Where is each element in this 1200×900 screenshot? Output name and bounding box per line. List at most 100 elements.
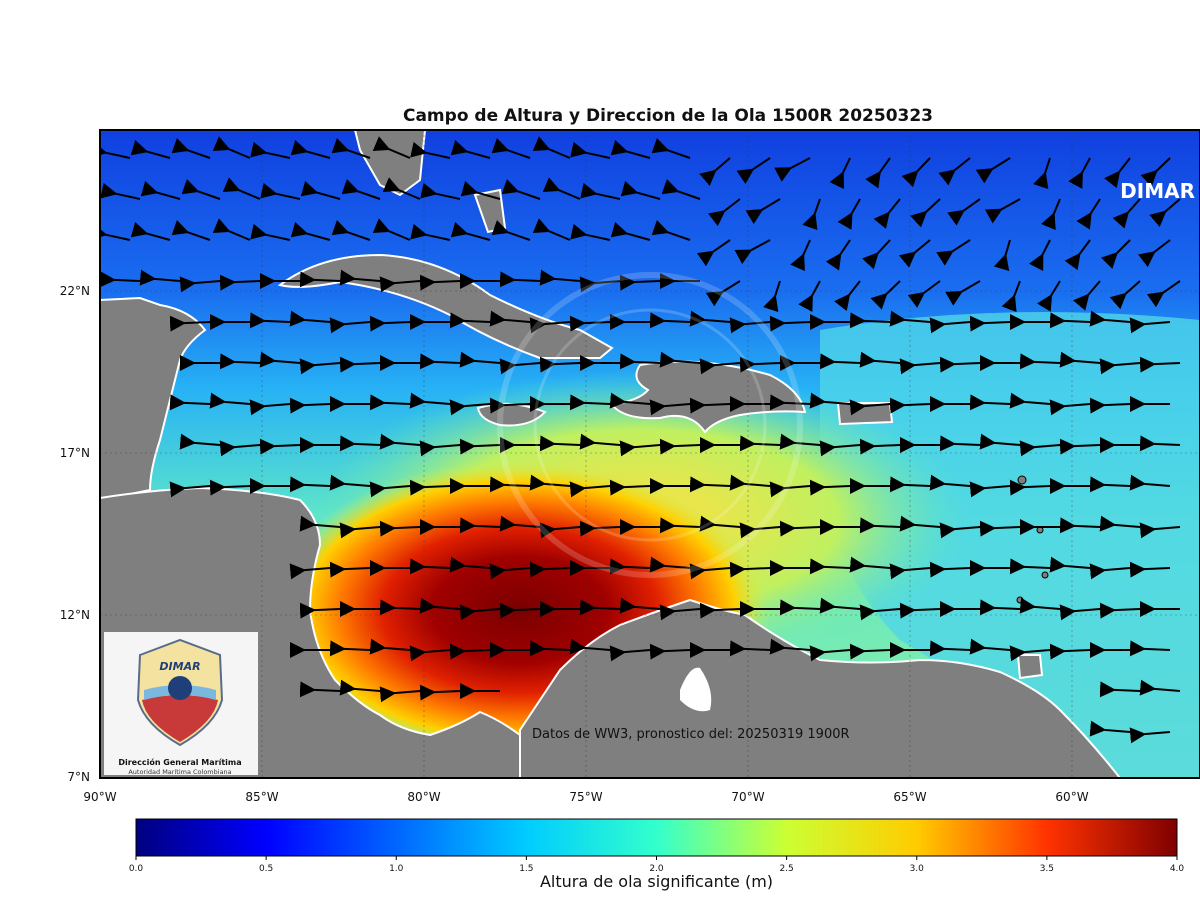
wave-arrow [649,312,691,329]
wave-arrow [798,280,821,312]
wave-arrow [169,481,211,498]
lon-tick: 70°W [731,790,764,804]
wave-arrow [947,198,981,226]
colorbar-gradient [135,818,1178,857]
wave-arrow [169,394,211,411]
wave-arrow [339,679,381,696]
wave-arrow [619,440,661,457]
wave-arrow [219,274,261,291]
wave-arrow [1019,597,1061,614]
wave-arrow [212,218,251,241]
plot-area: DIMAR Datos de WW3, pronostico del: 2025… [100,130,1200,778]
wave-arrow [1040,198,1061,231]
wave-arrow [499,271,541,288]
wave-arrow [1049,399,1091,416]
wave-arrow [969,315,1011,332]
wave-arrow [459,438,501,455]
wave-arrow [542,177,581,200]
wave-arrow [532,218,571,241]
wave-arrow [379,433,421,450]
wave-arrow [410,223,451,241]
wave-arrow [859,438,901,455]
lake [680,667,712,712]
wave-arrow [929,640,971,657]
wave-arrow [409,645,451,662]
wave-arrow [100,182,141,200]
wave-arrow [620,180,661,200]
wave-arrow [1129,474,1171,491]
wave-arrow [529,640,571,657]
lon-tick: 60°W [1055,790,1088,804]
wave-arrow [837,198,861,230]
wave-arrow [499,602,541,619]
wave-arrow [1064,239,1091,271]
wave-arrow [809,645,851,662]
wave-arrow [250,141,291,159]
wave-arrow [649,643,691,660]
wave-arrow [179,433,221,450]
wave-arrow [819,597,861,614]
wave-arrow [1099,602,1141,619]
lon-tick: 90°W [83,790,116,804]
wave-arrow [938,157,971,186]
wave-arrow [539,522,581,539]
wave-arrow [209,392,251,409]
wave-arrow [859,517,901,534]
wave-arrow [1073,280,1101,311]
wave-arrow [139,269,181,286]
wave-arrow [829,157,851,190]
wave-arrow [696,239,731,267]
wave-arrow [449,312,491,329]
wave-arrow [459,351,501,368]
wave-arrow [569,394,611,411]
wave-arrow [171,220,211,241]
wave-arrow [649,556,691,573]
wave-arrow [889,563,931,580]
wave-arrow [419,597,461,614]
wave-arrow [580,182,621,200]
wave-arrow [1059,604,1101,621]
wave-arrow [610,139,651,159]
wave-arrow [409,558,451,575]
wave-arrow [901,157,931,188]
wave-arrow [929,474,971,491]
wave-arrow [1140,157,1171,187]
wave-arrow [1089,720,1131,737]
wave-arrow [579,599,621,616]
wave-arrow [290,139,331,159]
wave-arrow [929,317,971,334]
wave-arrow [865,157,891,189]
wave-arrow [699,358,741,375]
wave-arrow [969,481,1011,498]
wave-arrow [299,681,341,698]
wave-arrow [729,474,771,491]
wave-arrow [569,638,611,655]
wave-arrow [610,221,651,241]
wave-arrow [659,351,701,368]
wave-arrow [459,517,501,534]
wave-arrow [249,312,291,329]
wave-arrow [619,597,661,614]
wave-arrow [1139,356,1181,373]
wave-arrow [169,315,211,332]
wave-arrow [769,638,811,655]
wave-arrow [579,520,621,537]
wave-arrow [299,358,341,375]
wave-arrow [870,280,901,310]
map-title: Campo de Altura y Direccion de la Ola 15… [402,106,934,126]
wave-arrow [619,353,661,370]
wave-arrow [250,223,291,241]
wave-arrow [130,139,171,159]
wave-arrow [779,433,821,450]
wave-arrow [339,435,381,452]
wave-arrow [898,239,931,268]
wave-arrow [969,638,1011,655]
wave-arrow [1101,239,1131,269]
lon-tick: 85°W [245,790,278,804]
wave-arrow [259,351,301,368]
wave-arrow [849,399,891,416]
wave-arrow [1019,353,1061,370]
wave-arrow [379,520,421,537]
wave-arrow [939,522,981,539]
